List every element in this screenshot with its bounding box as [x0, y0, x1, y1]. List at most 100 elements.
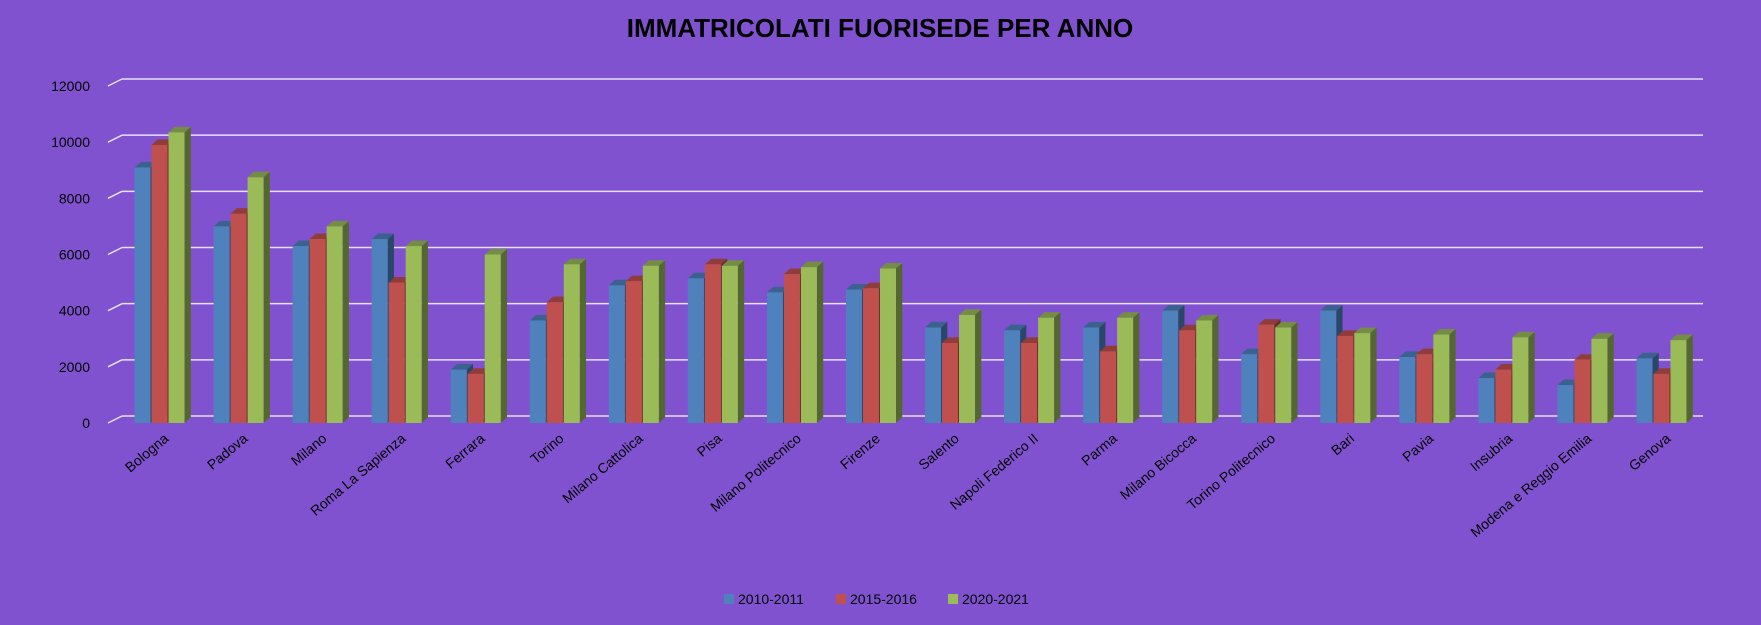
bar-top	[168, 126, 191, 133]
bar	[168, 132, 185, 423]
bar-top	[230, 208, 253, 214]
bar	[1179, 330, 1196, 423]
bar-top	[309, 233, 332, 240]
bar-top	[1083, 321, 1106, 328]
bar-top	[1670, 334, 1693, 341]
bar-side	[895, 262, 903, 423]
bar	[925, 327, 942, 423]
bar-top	[1495, 364, 1518, 370]
bar-top	[388, 276, 411, 283]
bar-top	[151, 139, 174, 145]
bar	[1100, 351, 1117, 423]
bar	[467, 373, 484, 423]
bar-top	[1100, 345, 1123, 352]
bar	[292, 246, 309, 423]
bar	[529, 320, 546, 423]
bar-top	[1653, 368, 1676, 374]
bar	[450, 369, 467, 423]
bar-side	[1054, 312, 1061, 423]
bar-top	[450, 364, 474, 370]
y-tick-label: 2000	[59, 359, 90, 375]
bar	[1433, 334, 1450, 423]
legend-label: 2020-2021	[962, 591, 1029, 607]
bar	[151, 144, 168, 423]
bar-top	[1196, 314, 1219, 321]
y-tick-label: 6000	[59, 247, 90, 263]
bar-top	[1038, 312, 1061, 318]
bar-side	[500, 248, 508, 423]
bar-top	[247, 171, 270, 178]
bar-top	[1416, 348, 1439, 355]
x-tick-label: Milano Cattolica	[559, 430, 646, 506]
bar	[1241, 354, 1258, 423]
bar	[1004, 330, 1021, 423]
bar-side	[1291, 321, 1298, 423]
y-tick-label: 0	[82, 415, 90, 431]
bar	[309, 239, 326, 423]
bar-top	[1591, 333, 1614, 339]
bar	[563, 264, 580, 423]
x-tick-label: Pisa	[694, 430, 725, 460]
bar-top	[704, 258, 728, 265]
legend-swatch	[948, 594, 958, 604]
bar-top	[1574, 354, 1597, 360]
bar	[326, 226, 343, 423]
bar	[247, 177, 264, 423]
bar	[1557, 385, 1574, 423]
gridline-depth	[107, 415, 123, 424]
bar	[1670, 340, 1687, 423]
bar-top	[642, 260, 666, 266]
bar	[371, 239, 388, 423]
bar	[1416, 354, 1433, 423]
bar-top	[959, 309, 982, 315]
x-tick-label: Bari	[1328, 430, 1357, 458]
chart-title: IMMATRICOLATI FUORISEDE PER ANNO	[627, 13, 1134, 43]
bar-top	[1433, 328, 1456, 335]
bar	[845, 289, 862, 423]
bar-top	[326, 220, 349, 227]
bar-top	[134, 161, 157, 168]
legend-label: 2010-2011	[738, 591, 804, 607]
y-tick-label: 8000	[59, 190, 90, 206]
bar	[1021, 342, 1038, 423]
bar-side	[1607, 333, 1614, 423]
bar	[862, 288, 879, 423]
bar-top	[1241, 348, 1264, 355]
bar	[1636, 358, 1653, 423]
bar	[405, 246, 422, 423]
bar	[1512, 337, 1529, 423]
bar-side	[737, 260, 745, 423]
bar	[800, 267, 817, 423]
bar-top	[563, 258, 587, 265]
bar	[608, 285, 625, 423]
bar-side	[975, 309, 982, 423]
bar	[1653, 373, 1670, 423]
bar-top	[371, 233, 394, 240]
bar	[1162, 310, 1179, 423]
bar-side	[1133, 312, 1140, 423]
bar-top	[925, 321, 948, 328]
bar	[721, 265, 738, 423]
bar-side	[263, 171, 270, 423]
bar-top	[800, 261, 824, 268]
bar	[625, 281, 642, 423]
bar	[1399, 357, 1416, 423]
bar-side	[579, 258, 587, 423]
bar-top	[1117, 312, 1140, 318]
bar	[230, 213, 247, 423]
bar-top	[1557, 379, 1580, 386]
legend-swatch	[724, 594, 734, 604]
bar	[1038, 317, 1055, 423]
bar-side	[421, 240, 428, 423]
x-tick-label: Genova	[1626, 430, 1674, 474]
bar-top	[213, 220, 236, 227]
y-tick-label: 4000	[59, 303, 90, 319]
bar	[213, 226, 230, 423]
legend-label: 2015-2016	[850, 591, 917, 607]
y-tick-label: 12000	[51, 78, 90, 94]
bar-top	[484, 248, 508, 255]
bar-top	[1004, 324, 1027, 331]
bar-top	[529, 314, 553, 321]
